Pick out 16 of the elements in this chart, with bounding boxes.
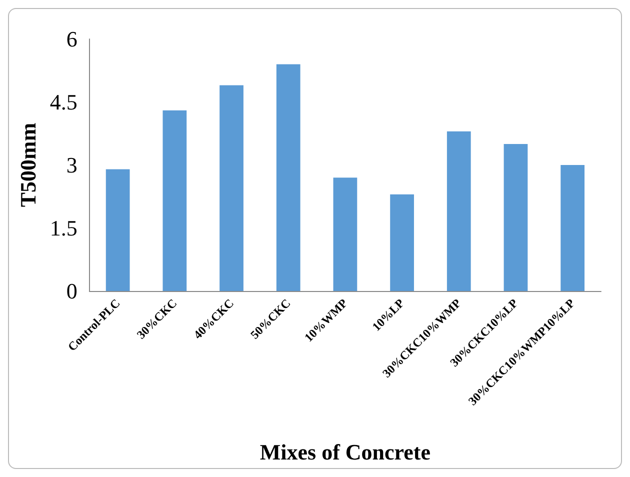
bar	[162, 110, 187, 291]
y-tick-label: 0	[66, 278, 78, 304]
bar	[446, 131, 471, 291]
bar	[276, 64, 300, 291]
y-tick-label: 1.5	[50, 216, 78, 240]
bar	[504, 144, 528, 291]
y-tick-label: 3	[66, 152, 78, 178]
y-tick-label: 6	[66, 26, 78, 52]
y-axis-title: T500mm	[16, 122, 40, 208]
bar	[390, 194, 414, 291]
x-axis-title: Mixes of Concrete	[260, 440, 431, 464]
y-tick-label: 4.5	[50, 90, 78, 114]
bar	[220, 85, 244, 291]
bar	[106, 169, 130, 291]
bar	[560, 165, 585, 291]
bar	[333, 178, 358, 291]
